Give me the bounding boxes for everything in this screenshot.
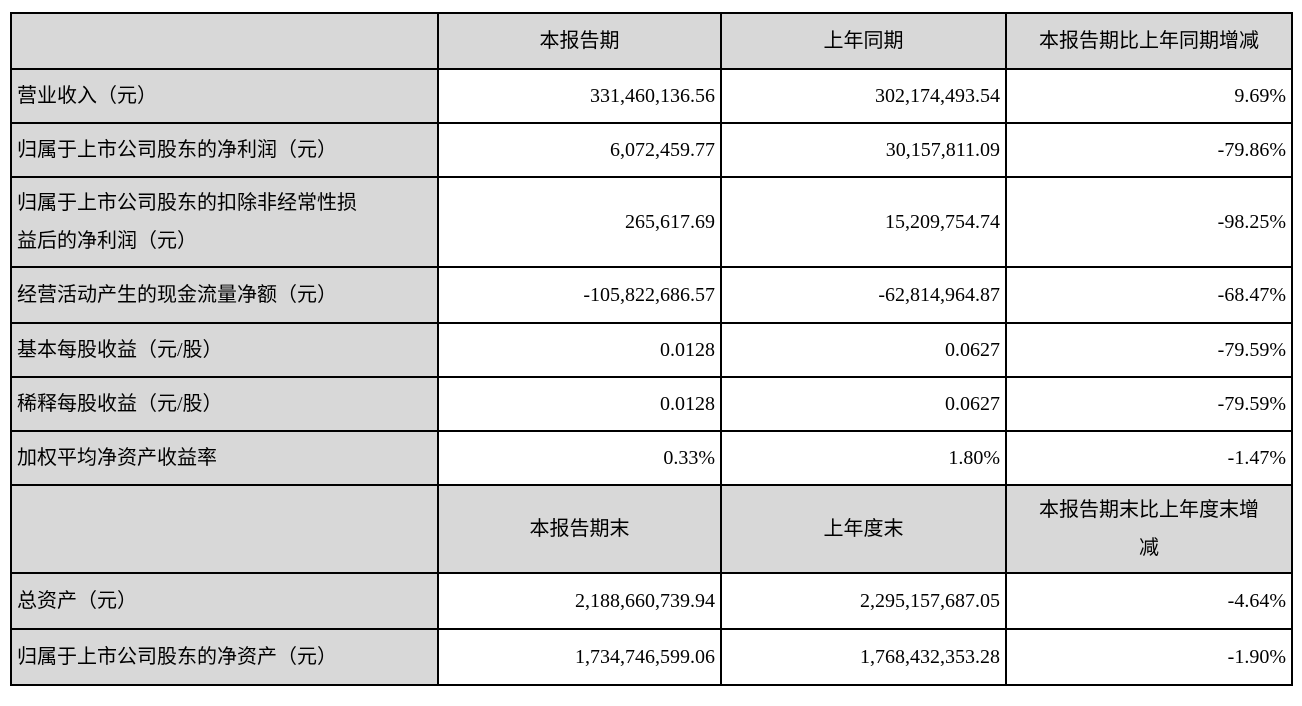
table-row-basic-eps: 基本每股收益（元/股） 0.0128 0.0627 -79.59% xyxy=(10,322,1293,378)
corner-cell xyxy=(10,484,439,574)
table-header-row-period: 本报告期 上年同期 本报告期比上年同期增减 xyxy=(10,12,1293,70)
row-label-cell: 归属于上市公司股东的净利润（元） xyxy=(10,122,439,178)
current-period-cell: 1,734,746,599.06 xyxy=(437,628,722,686)
header-current-period-end: 本报告期末 xyxy=(437,484,722,574)
current-period-cell: 0.33% xyxy=(437,430,722,486)
prior-period-cell: 0.0627 xyxy=(720,322,1007,378)
prior-period-cell: 302,174,493.54 xyxy=(720,68,1007,124)
table-row-weighted-avg-roe: 加权平均净资产收益率 0.33% 1.80% -1.47% xyxy=(10,430,1293,486)
current-period-cell: 0.0128 xyxy=(437,376,722,432)
prior-period-cell: 15,209,754.74 xyxy=(720,176,1007,268)
row-label-cell: 归属于上市公司股东的扣除非经常性损 益后的净利润（元） xyxy=(10,176,439,268)
row-label-cell: 归属于上市公司股东的净资产（元） xyxy=(10,628,439,686)
header-prior-period: 上年同期 xyxy=(720,12,1007,70)
prior-period-cell: 0.0627 xyxy=(720,376,1007,432)
row-label-cell: 基本每股收益（元/股） xyxy=(10,322,439,378)
change-cell: 9.69% xyxy=(1005,68,1293,124)
header-prior-year-end: 上年度末 xyxy=(720,484,1007,574)
table-row-total-assets: 总资产（元） 2,188,660,739.94 2,295,157,687.05… xyxy=(10,572,1293,630)
change-cell: -79.59% xyxy=(1005,376,1293,432)
row-label-cell: 总资产（元） xyxy=(10,572,439,630)
table-row-net-profit-excl-nonrecurring: 归属于上市公司股东的扣除非经常性损 益后的净利润（元） 265,617.69 1… xyxy=(10,176,1293,268)
current-period-cell: 6,072,459.77 xyxy=(437,122,722,178)
table-row-net-assets: 归属于上市公司股东的净资产（元） 1,734,746,599.06 1,768,… xyxy=(10,628,1293,686)
row-label-cell: 经营活动产生的现金流量净额（元） xyxy=(10,266,439,324)
change-cell: -98.25% xyxy=(1005,176,1293,268)
current-period-cell: -105,822,686.57 xyxy=(437,266,722,324)
prior-period-cell: -62,814,964.87 xyxy=(720,266,1007,324)
change-cell: -1.47% xyxy=(1005,430,1293,486)
corner-cell xyxy=(10,12,439,70)
financial-summary-table: 本报告期 上年同期 本报告期比上年同期增减 营业收入（元） 331,460,13… xyxy=(10,12,1293,686)
table-row-operating-cash-flow: 经营活动产生的现金流量净额（元） -105,822,686.57 -62,814… xyxy=(10,266,1293,324)
table-row-diluted-eps: 稀释每股收益（元/股） 0.0128 0.0627 -79.59% xyxy=(10,376,1293,432)
prior-period-cell: 2,295,157,687.05 xyxy=(720,572,1007,630)
current-period-cell: 2,188,660,739.94 xyxy=(437,572,722,630)
header-period-end-change: 本报告期末比上年度末增 减 xyxy=(1005,484,1293,574)
change-cell: -79.59% xyxy=(1005,322,1293,378)
change-cell: -4.64% xyxy=(1005,572,1293,630)
row-label-cell: 营业收入（元） xyxy=(10,68,439,124)
current-period-cell: 0.0128 xyxy=(437,322,722,378)
change-cell: -1.90% xyxy=(1005,628,1293,686)
header-period-change: 本报告期比上年同期增减 xyxy=(1005,12,1293,70)
change-cell: -79.86% xyxy=(1005,122,1293,178)
row-label-cell: 稀释每股收益（元/股） xyxy=(10,376,439,432)
table-row-revenue: 营业收入（元） 331,460,136.56 302,174,493.54 9.… xyxy=(10,68,1293,124)
table-header-row-period-end: 本报告期末 上年度末 本报告期末比上年度末增 减 xyxy=(10,484,1293,574)
current-period-cell: 331,460,136.56 xyxy=(437,68,722,124)
table-row-net-profit: 归属于上市公司股东的净利润（元） 6,072,459.77 30,157,811… xyxy=(10,122,1293,178)
current-period-cell: 265,617.69 xyxy=(437,176,722,268)
row-label-cell: 加权平均净资产收益率 xyxy=(10,430,439,486)
change-cell: -68.47% xyxy=(1005,266,1293,324)
prior-period-cell: 30,157,811.09 xyxy=(720,122,1007,178)
prior-period-cell: 1,768,432,353.28 xyxy=(720,628,1007,686)
prior-period-cell: 1.80% xyxy=(720,430,1007,486)
header-current-period: 本报告期 xyxy=(437,12,722,70)
